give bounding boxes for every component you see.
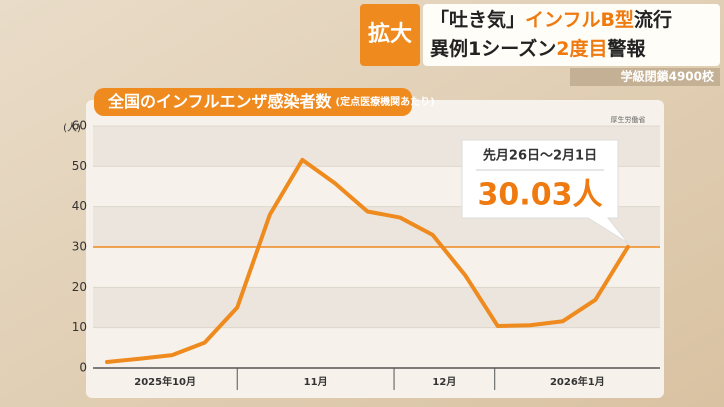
y-unit: (人): [63, 122, 81, 134]
callout-box: [461, 139, 629, 244]
value-label: 30.03人: [478, 178, 603, 213]
line: [105, 157, 630, 364]
grid-band: [93, 287, 660, 328]
callout-period: 先月26日～2月1日: [483, 148, 597, 164]
headline-line2: 異例1シーズン2度目警報: [430, 37, 647, 60]
headline-line1: 「吐き気」インフルB型流行: [430, 8, 672, 31]
x-group-label: 2025年10月: [134, 375, 196, 388]
y-tick-label: 10: [72, 320, 87, 334]
sub-headline: 学級閉鎖4900校: [621, 69, 715, 84]
title-banner: [94, 88, 412, 116]
segment: 警報: [608, 37, 647, 60]
y-tick-label: 0: [79, 361, 87, 375]
segment: 2度目: [556, 37, 607, 60]
subtitle: (定点医療機関あたり): [336, 95, 435, 108]
segment: 「吐き気」: [430, 8, 525, 31]
y-tick-label: 50: [72, 159, 87, 173]
x-group-label: 2026年1月: [550, 375, 605, 388]
y-tick-label: 40: [72, 199, 87, 213]
segment: インフルB型: [525, 8, 634, 31]
y-tick-label: 20: [72, 280, 87, 294]
segment: 流行: [634, 8, 672, 31]
y-tick-label: 30: [72, 240, 87, 254]
source: 厚生労働省: [611, 115, 646, 124]
x-group-label: 11月: [304, 376, 328, 388]
sub-box: [570, 68, 720, 86]
x-group-label: 12月: [432, 376, 456, 388]
headline-box: [423, 4, 720, 66]
title: 全国のインフルエンザ感染者数: [107, 92, 333, 111]
segment: 異例1シーズン: [430, 37, 556, 60]
y-tick-label: 60: [72, 119, 87, 133]
badge: 拡大: [368, 22, 412, 47]
badge-box: [360, 4, 420, 66]
chart-title: 全国のインフルエンザ感染者数 (定点医療機関あたり): [107, 92, 435, 111]
